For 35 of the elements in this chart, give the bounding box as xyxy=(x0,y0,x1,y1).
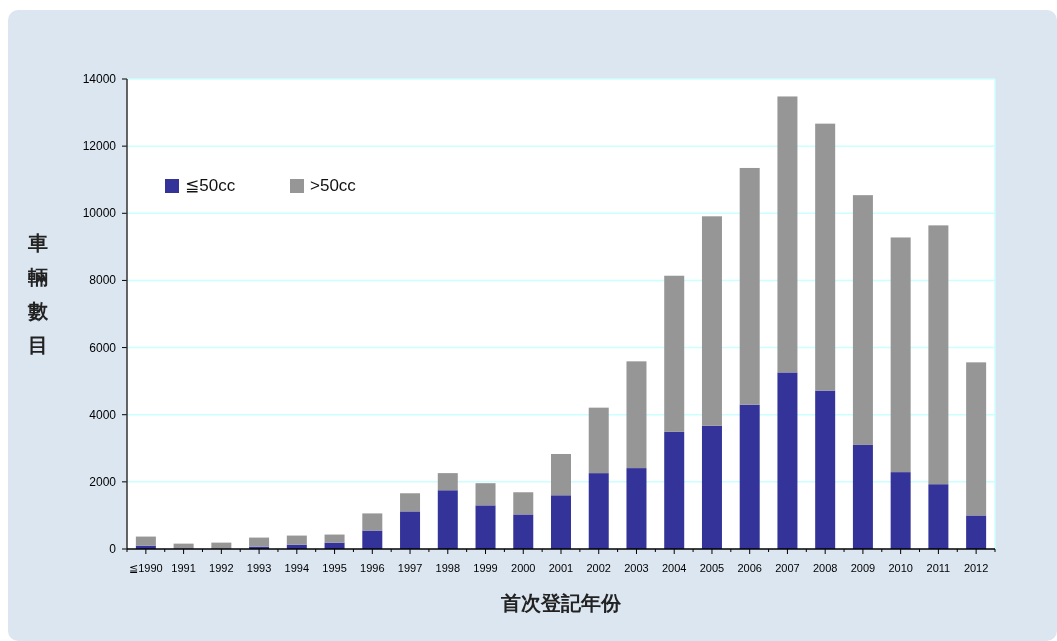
x-tick-label: 1994 xyxy=(284,562,310,574)
x-tick-label: 2002 xyxy=(586,562,611,574)
y-tick-label: 10000 xyxy=(82,206,117,221)
x-tick-label: ≦1990 xyxy=(129,562,163,574)
x-tick-label: 1998 xyxy=(435,562,461,574)
x-tick-label: 1992 xyxy=(209,562,234,574)
y-tick-label: 6000 xyxy=(89,340,117,355)
x-tick-label: 1999 xyxy=(473,562,498,574)
x-tick-label: 1995 xyxy=(322,562,347,574)
x-tick-label: 2009 xyxy=(850,562,876,574)
x-tick-label: 2011 xyxy=(926,562,951,574)
x-tick-label: 1991 xyxy=(171,562,196,574)
legend-label: ≦50cc xyxy=(185,176,236,195)
x-axis-title: 首次登記年份 xyxy=(500,592,622,614)
x-tick-label: 2012 xyxy=(963,562,989,574)
x-tick-label: 2005 xyxy=(699,562,725,574)
x-tick-label: 1997 xyxy=(397,562,423,574)
y-tick-label: 14000 xyxy=(82,72,117,86)
x-tick-label: 2006 xyxy=(737,562,762,574)
y-tick-label: 0 xyxy=(109,542,117,556)
x-tick-label: 1993 xyxy=(246,562,272,574)
x-tick-label: 2001 xyxy=(548,562,574,574)
x-tick-label: 2007 xyxy=(775,562,800,574)
x-tick-label: 1996 xyxy=(360,562,385,574)
y-tick-label: 4000 xyxy=(89,407,117,422)
x-tick-label: 2003 xyxy=(624,562,649,574)
y-axis-title: 車輛數目 xyxy=(27,232,49,356)
x-tick-label: 2010 xyxy=(888,562,913,574)
y-tick-label: 2000 xyxy=(89,474,117,489)
y-tick-label: 12000 xyxy=(82,139,117,154)
x-tick-label: 2008 xyxy=(812,562,838,574)
y-tick-label: 8000 xyxy=(89,273,117,288)
x-tick-label: 2000 xyxy=(511,562,536,574)
x-tick-label: 2004 xyxy=(661,562,687,574)
legend-label: >50cc xyxy=(310,176,357,195)
